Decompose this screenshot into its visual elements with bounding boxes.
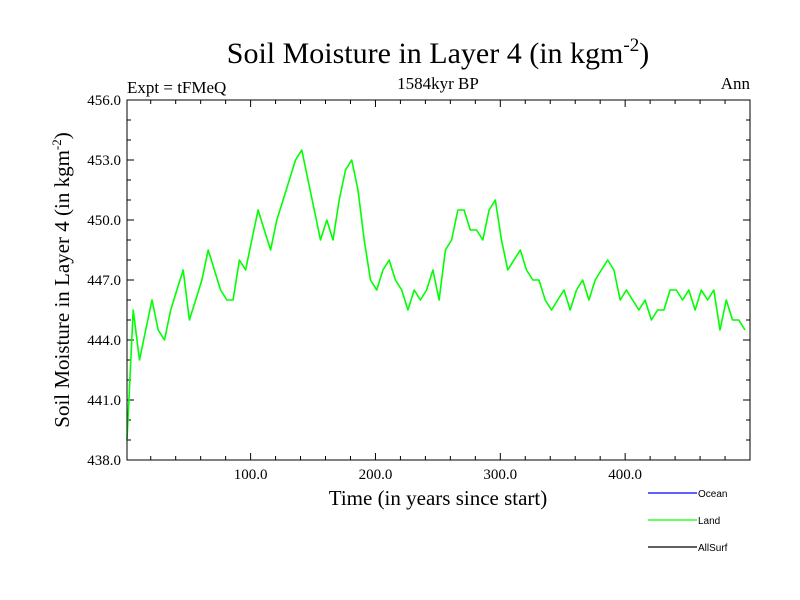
x-tick-label: 300.0 xyxy=(483,467,517,483)
chart-title: Soil Moisture in Layer 4 (in kgm-2) xyxy=(227,35,649,70)
axis-tick-labels: 438.0 441.0 444.0 447.0 450.0 453.0 456.0 100.0… xyxy=(87,93,642,483)
x-axis-label: Time (in years since start) xyxy=(329,486,548,510)
y-tick-label: 444.0 xyxy=(87,333,121,349)
series-line-land xyxy=(126,149,746,441)
y-tick-label: 441.0 xyxy=(87,393,121,409)
legend-label-ocean: Ocean xyxy=(698,489,727,500)
axis-ticks xyxy=(127,99,750,461)
subtitle-center: 1584kyr BP xyxy=(397,74,479,93)
y-tick-label: 453.0 xyxy=(87,153,121,169)
x-tick-label: 400.0 xyxy=(608,467,642,483)
x-tick-label: 200.0 xyxy=(359,467,393,483)
y-tick-label: 450.0 xyxy=(87,213,121,229)
x-tick-label: 100.0 xyxy=(234,467,268,483)
series-layer xyxy=(126,149,746,441)
legend-label-allsurf: AllSurf xyxy=(698,543,728,554)
legend-label-land: Land xyxy=(698,516,720,527)
subtitle-right: Ann xyxy=(721,74,751,93)
y-axis-label: Soil Moisture in Layer 4 (in kgm-2) xyxy=(49,132,74,427)
plot-frame xyxy=(126,99,751,461)
y-tick-label: 438.0 xyxy=(87,453,121,469)
y-tick-label: 456.0 xyxy=(87,93,121,109)
legend: Ocean Land AllSurf xyxy=(648,489,728,554)
subtitle-left: Expt = tFMeQ xyxy=(127,78,226,97)
y-tick-label: 447.0 xyxy=(87,273,121,289)
